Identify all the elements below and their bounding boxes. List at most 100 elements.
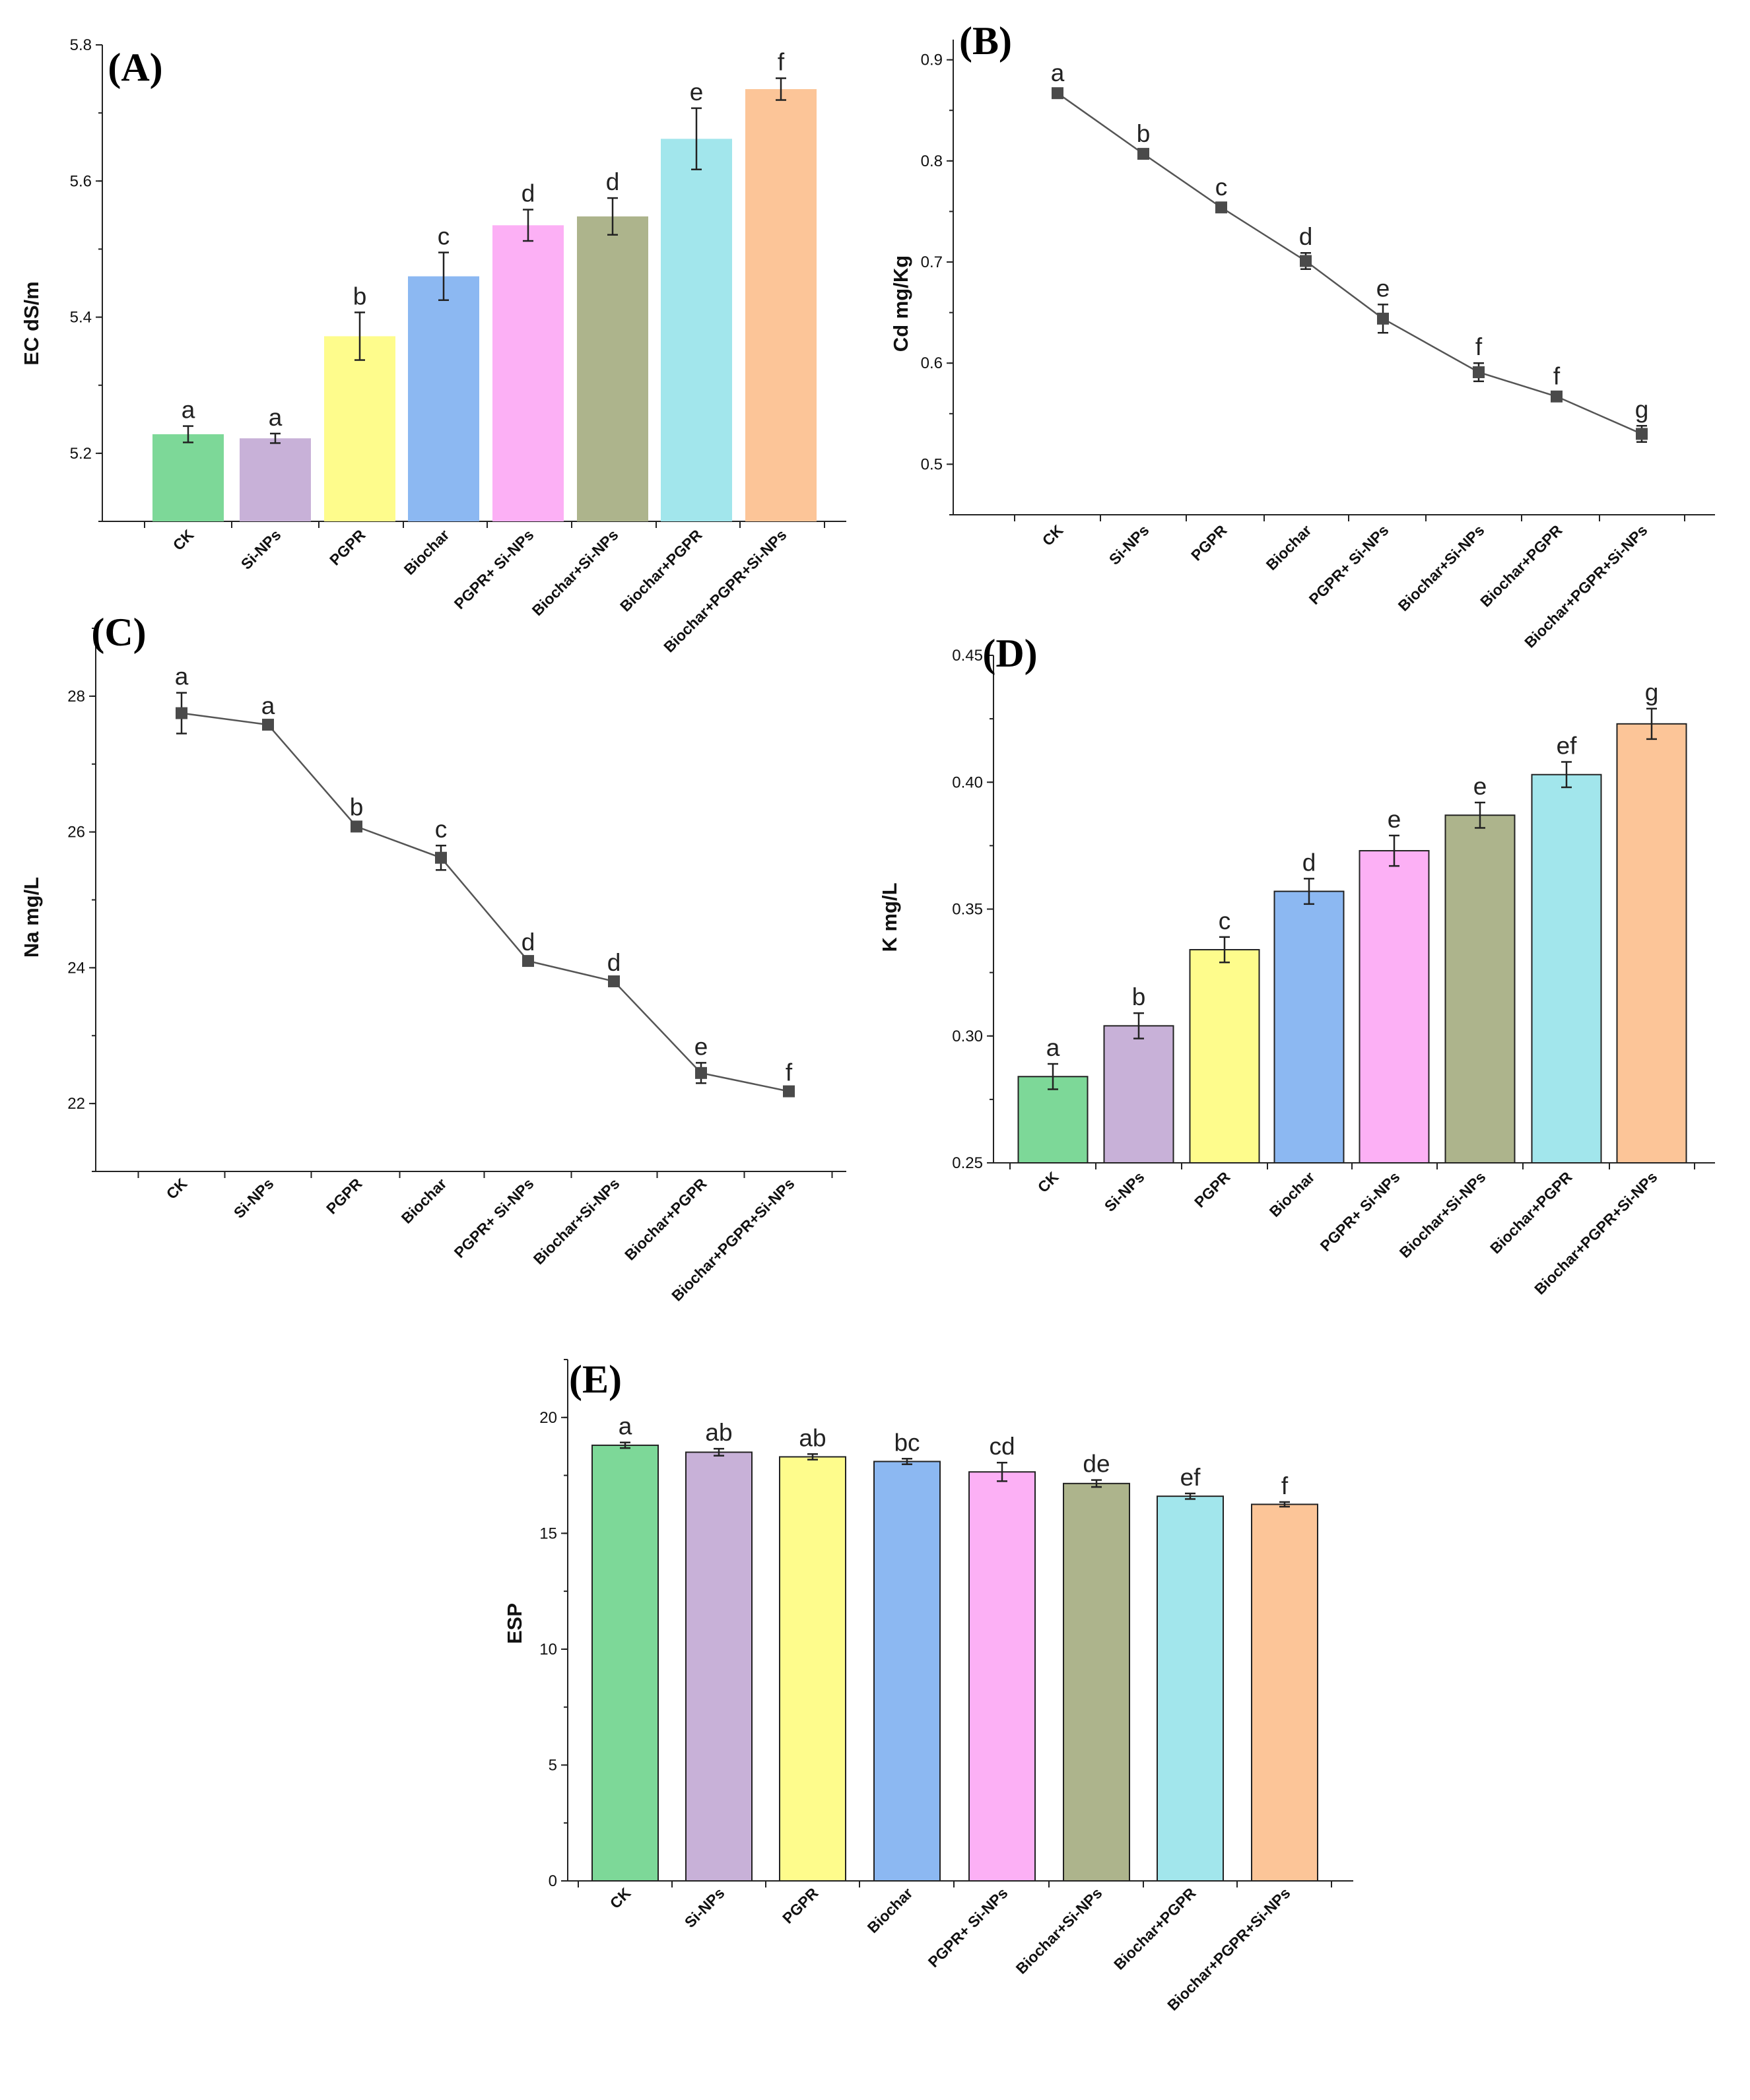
significance-letter-biochar-si-nps: de: [1083, 1451, 1110, 1478]
significance-letter-ck: a: [1051, 59, 1065, 86]
bar-pgpr-si-nps: [968, 1471, 1036, 1882]
significance-letter-biochar: c: [438, 223, 450, 250]
bar-biochar-pgpr: [1531, 773, 1602, 1164]
bar-biochar-si-nps: [1063, 1482, 1130, 1882]
y-tick-label: 5.4: [70, 309, 92, 327]
bar-biochar-pgpr-si-nps: [1251, 1503, 1318, 1882]
y-tick-label: 24: [67, 959, 85, 977]
significance-letter-si-nps: ab: [705, 1419, 732, 1446]
y-axis-title: Cd mg/Kg: [889, 255, 912, 352]
bar-biochar: [873, 1460, 941, 1882]
data-point-biochar-pgpr-si-nps: [783, 1085, 795, 1098]
bar-biochar: [408, 276, 479, 521]
significance-letter-biochar-pgpr-si-nps: f: [1281, 1472, 1289, 1499]
bar-si-nps: [685, 1451, 753, 1882]
bar-ck: [1017, 1076, 1089, 1164]
bar-si-nps: [240, 438, 311, 521]
data-point-biochar-si-nps: [1473, 366, 1485, 378]
significance-letter-biochar-si-nps: d: [607, 949, 621, 976]
data-point-si-nps: [1137, 148, 1149, 160]
significance-letter-biochar-pgpr: ef: [1180, 1464, 1201, 1491]
y-tick-label: 5.2: [70, 445, 92, 463]
bar-si-nps: [1103, 1025, 1174, 1164]
significance-letter-pgpr: b: [350, 793, 364, 820]
significance-letter-biochar-si-nps: f: [1475, 333, 1483, 360]
bar-biochar-pgpr-si-nps: [1616, 723, 1687, 1164]
significance-letter-si-nps: a: [261, 692, 275, 719]
significance-letter-biochar: d: [1299, 223, 1313, 250]
significance-letter-biochar-pgpr-si-nps: f: [786, 1059, 793, 1086]
y-tick-label: 10: [539, 1641, 557, 1658]
significance-letter-pgpr-si-nps: e: [1376, 275, 1390, 302]
data-point-ck: [1052, 87, 1063, 100]
significance-letter-biochar-pgpr-si-nps: f: [778, 49, 785, 76]
significance-letter-biochar-pgpr: f: [1553, 363, 1561, 390]
bar-biochar-pgpr: [1157, 1495, 1224, 1882]
bar-pgpr: [324, 336, 395, 521]
significance-letter-biochar-si-nps: d: [606, 168, 620, 195]
bar-biochar-si-nps: [1444, 814, 1516, 1164]
y-tick-label: 0.35: [952, 901, 983, 919]
bar-pgpr-si-nps: [1359, 850, 1430, 1164]
y-tick-label: 5.8: [70, 36, 92, 54]
significance-letter-ck: a: [175, 663, 189, 690]
significance-letter-pgpr: c: [1215, 174, 1228, 201]
y-axis-title: EC dS/m: [20, 281, 43, 365]
y-tick-label: 0.40: [952, 773, 983, 791]
significance-letter-pgpr: b: [353, 282, 367, 310]
significance-letter-biochar: bc: [894, 1429, 920, 1456]
y-axis-title: Na mg/L: [20, 877, 43, 958]
y-tick-label: 0: [549, 1872, 557, 1890]
panel-label: (E): [569, 1358, 622, 1401]
data-point-biochar: [435, 851, 447, 864]
significance-letter-si-nps: b: [1137, 120, 1151, 147]
bar-pgpr: [1189, 949, 1260, 1164]
data-point-ck: [176, 707, 187, 719]
y-tick-label: 5: [549, 1756, 557, 1774]
significance-letter-biochar-pgpr-si-nps: g: [1635, 396, 1649, 423]
significance-letter-ck: a: [1046, 1034, 1060, 1061]
bar-pgpr: [779, 1456, 846, 1882]
y-tick-label: 0.45: [952, 647, 983, 665]
significance-letter-biochar-pgpr: e: [690, 79, 704, 106]
y-tick-label: 0.30: [952, 1028, 983, 1045]
y-tick-label: 15: [539, 1525, 557, 1542]
data-point-biochar-si-nps: [608, 975, 620, 987]
data-point-biochar-pgpr: [1551, 390, 1563, 403]
y-tick-label: 5.6: [70, 172, 92, 190]
panel-label: (D): [982, 632, 1037, 675]
y-tick-label: 20: [539, 1409, 557, 1427]
bar-ck: [152, 434, 224, 521]
bar-biochar-pgpr-si-nps: [745, 89, 817, 522]
significance-letter-biochar: c: [435, 816, 448, 843]
bar-biochar: [1273, 890, 1345, 1164]
panel-d-k-chart: 0.250.300.350.400.45K mg/L(D)aCKbSi-NPsc…: [878, 632, 1715, 1298]
data-point-si-nps: [262, 719, 274, 731]
data-point-pgpr-si-nps: [1377, 312, 1389, 325]
y-tick-label: 26: [67, 824, 85, 841]
significance-letter-biochar: d: [1302, 849, 1316, 876]
significance-letter-ck: a: [182, 397, 195, 424]
y-tick-label: 0.5: [921, 455, 943, 473]
significance-letter-si-nps: b: [1132, 983, 1146, 1010]
bar-biochar-pgpr: [661, 139, 732, 521]
data-point-biochar-pgpr: [695, 1066, 707, 1079]
significance-letter-biochar-pgpr: e: [694, 1033, 708, 1060]
significance-letter-pgpr-si-nps: e: [1388, 806, 1401, 833]
y-tick-label: 0.9: [921, 51, 943, 69]
data-point-pgpr: [351, 820, 362, 833]
significance-letter-biochar-si-nps: e: [1473, 773, 1487, 800]
y-tick-label: 0.6: [921, 354, 943, 372]
y-tick-label: 0.25: [952, 1154, 983, 1172]
bar-ck: [591, 1444, 659, 1882]
y-tick-label: 0.8: [921, 152, 943, 170]
panel-label: (C): [91, 610, 146, 654]
y-tick-label: 28: [67, 688, 85, 705]
panel-label: (A): [108, 46, 162, 89]
significance-letter-biochar-pgpr: ef: [1557, 732, 1578, 759]
y-tick-label: 22: [67, 1095, 85, 1113]
significance-letter-pgpr-si-nps: cd: [989, 1433, 1015, 1460]
significance-letter-pgpr: c: [1219, 907, 1231, 935]
data-point-pgpr: [1215, 201, 1227, 214]
